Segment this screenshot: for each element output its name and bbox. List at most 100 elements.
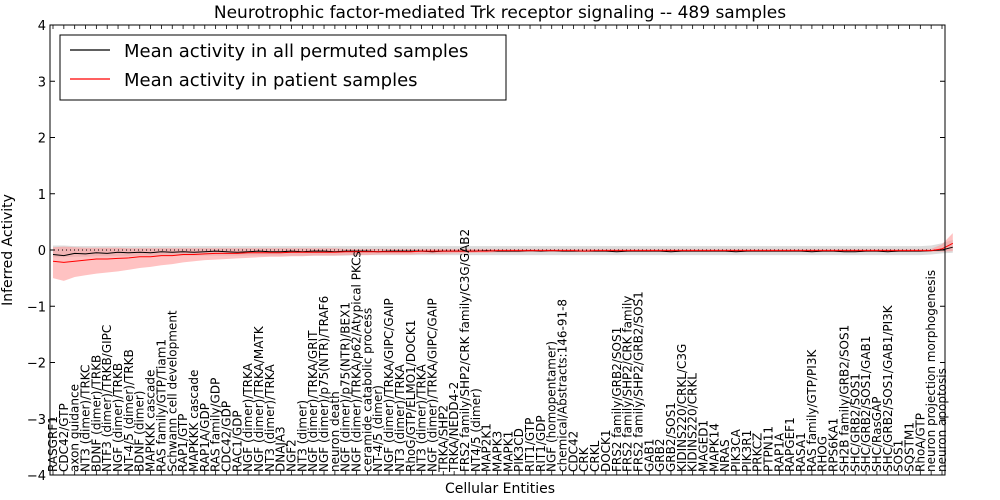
- category-label: BDNF (dimer): [133, 391, 147, 473]
- category-label: GRB2/SOS1: [664, 402, 678, 472]
- category-label: NT4/5 (dimer): [469, 388, 483, 472]
- category-label: NGF (dimer)/TRKA/GRIT: [306, 330, 320, 472]
- category-label: KIDINS220/CRKL: [686, 373, 700, 472]
- category-label: SHC/GRB2/SOS1: [848, 373, 862, 472]
- category-label: ceramide catabolic process: [360, 308, 374, 472]
- category-label: NT3 (dimer)/TRKA: [393, 364, 407, 472]
- category-label: RAP1/GTP: [176, 414, 190, 472]
- category-label: NT3 (dimer)/TRKC: [79, 365, 93, 472]
- y-tick-label: 2: [38, 132, 46, 147]
- category-label: NGF (dimer)/p75(NTR)/BEX1: [339, 302, 353, 472]
- x-axis-label: Cellular Entities: [445, 481, 555, 497]
- category-label: RASA1: [794, 432, 808, 472]
- category-label: PIK3R1: [740, 430, 754, 472]
- category-label: NT3 (dimer)/TRKA: [415, 364, 429, 472]
- category-label: NGF (dimer)/TRKB: [111, 363, 125, 472]
- category-label: neuron projection morphogenesis: [924, 270, 938, 472]
- category-label: NGF (dimer)/TRKA/p62/Atypical PKCs: [350, 251, 364, 472]
- category-label: chemical/Abstracts:146-91-8: [556, 299, 570, 472]
- legend-label-patient: Mean activity in patient samples: [124, 70, 418, 91]
- category-label: MAPK1: [501, 431, 515, 472]
- category-label: NT3 (dimer)/TRKA: [263, 364, 277, 472]
- category-label: PTPN11: [762, 426, 776, 472]
- category-label: SH2B family/GRB2/SOS1: [837, 325, 851, 472]
- category-label: NGF2: [285, 439, 299, 472]
- category-label: RPS6KA1: [827, 418, 841, 472]
- legend: Mean activity in all permuted samples Me…: [59, 34, 507, 101]
- category-label: RAS family/GDP: [209, 378, 223, 472]
- category-label: MAGED1: [696, 420, 710, 472]
- category-label: axon guidance: [68, 384, 82, 472]
- category-label: SQSTM1: [902, 422, 916, 472]
- category-label: RhoA/GTP: [913, 413, 927, 472]
- category-label: CDC42: [566, 431, 580, 472]
- category-label: CRK: [577, 446, 591, 472]
- category-label: RAC1/GDP: [230, 410, 244, 472]
- category-label: RhoG/GTP/ELMO1/DOCK1: [404, 320, 418, 472]
- category-label: FRS2 family/GRB2/SOS1: [610, 327, 624, 472]
- category-label: DNAJA3: [274, 426, 288, 472]
- category-label: MAPKKK cascade: [187, 370, 201, 472]
- category-label: PIK3CA: [729, 428, 743, 472]
- series-line-patient: [52, 242, 954, 263]
- category-label: KIDINS220/CRKL/C3G: [675, 344, 689, 472]
- category-label: Schwann cell development: [165, 310, 179, 472]
- category-label: NTF3 (dimer)/TRKB/GIPC: [100, 325, 114, 472]
- category-label: GAB1: [642, 439, 656, 472]
- y-axis-ticks: −4 −3 −2 −1 0 1 2 3 4: [27, 19, 945, 484]
- category-label: MAPKKK cascade: [144, 370, 158, 472]
- category-label: RIT1/GTP: [523, 418, 537, 472]
- category-label: NT-4/5 (dimer)/TRKB: [122, 349, 136, 472]
- band-patient: [53, 233, 953, 281]
- category-label: PIK3CD: [512, 428, 526, 472]
- y-tick-label: −4: [27, 469, 46, 484]
- y-tick-label: −1: [27, 300, 46, 315]
- series-lines: [52, 242, 954, 263]
- category-label: SOS1: [892, 440, 906, 472]
- category-label: NGF (homopentamer): [545, 341, 559, 472]
- category-label: FRS2 family/SHP2/CRK family: [621, 296, 635, 472]
- category-label: FRS2 family/SHP2/GRB2/SOS1: [631, 291, 645, 472]
- category-label: NT3 (dimer): [295, 400, 309, 472]
- category-label: SHC/GRB2/SOS1/GAB1: [859, 336, 873, 472]
- category-label: NRAS: [718, 439, 732, 472]
- category-label: NGF (dimer)/TRKA/GIPC/GAIP: [382, 298, 396, 472]
- y-axis-label: Inferred Activity: [0, 194, 16, 306]
- category-label: TRKA/SHP2: [436, 405, 450, 473]
- category-label: FRS2 family/SHP2/CRK family/C3G/GAB2: [458, 229, 472, 472]
- category-label: NGF (dimer)/TRKA: [241, 362, 255, 472]
- category-label: RAP1A: [772, 432, 786, 472]
- category-label: BDNF (dimer)/TRKB: [89, 355, 103, 472]
- category-label: neuron death: [328, 391, 342, 472]
- category-label: SHC/RasGAP: [870, 397, 884, 473]
- y-tick-label: 0: [38, 244, 46, 259]
- category-label: NT-4/5 (dimer): [371, 385, 385, 472]
- category-label: MAP2K1: [480, 423, 494, 472]
- y-tick-label: 4: [38, 19, 46, 34]
- chart-title: Neurotrophic factor-mediated Trk recepto…: [214, 3, 786, 23]
- category-label: PRKCZ: [751, 433, 765, 472]
- category-label: CDC42/GTP: [57, 403, 71, 472]
- category-label: RAPGEF1: [783, 417, 797, 472]
- category-label: RAS family/GTP/Tiam1: [154, 339, 168, 472]
- y-tick-label: 1: [38, 188, 46, 203]
- category-label: NGF (dimer)/TRKA/MATK: [252, 325, 266, 472]
- category-label: CDC42/GDP: [219, 401, 233, 472]
- category-label: RHOG: [816, 436, 830, 472]
- category-label: NGF (dimer)/TRKA/GIPC/GAIP: [425, 298, 439, 472]
- y-tick-label: −3: [27, 413, 46, 428]
- category-label: RAP1A/GDP: [198, 403, 212, 472]
- category-label: CRKL: [588, 440, 602, 472]
- category-label: RAS family/GTP/PI3K: [805, 349, 819, 472]
- category-label: DOCK1: [599, 429, 613, 472]
- x-axis-ticks: [52, 25, 943, 475]
- category-label: SHC/GRB2/SOS1/GAB1/PI3K: [881, 304, 895, 472]
- category-label: TRKA/NEDD4-2: [447, 382, 461, 473]
- category-label: MAPK3: [491, 431, 505, 472]
- category-label: NGF (dimer)/p75(NTR)/TRAF6: [317, 296, 331, 472]
- category-label: RIT1/GDP: [534, 415, 548, 472]
- y-tick-label: −2: [27, 357, 46, 372]
- legend-label-permuted: Mean activity in all permuted samples: [124, 41, 468, 62]
